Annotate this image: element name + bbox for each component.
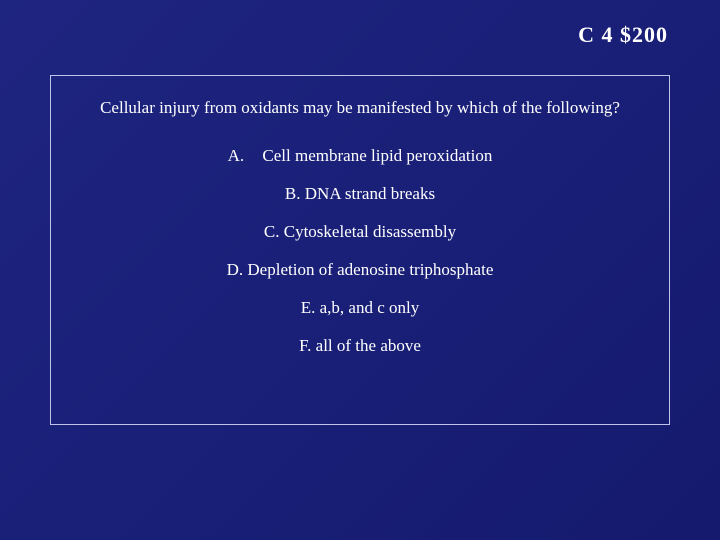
option-f[interactable]: F. all of the above xyxy=(69,336,651,356)
option-e-text: E. a,b, and c only xyxy=(301,298,420,317)
slide-header: C 4 $200 xyxy=(578,22,668,48)
question-text: Cellular injury from oxidants may be man… xyxy=(69,98,651,118)
option-a[interactable]: A. Cell membrane lipid peroxidation xyxy=(69,146,651,166)
option-f-text: F. all of the above xyxy=(299,336,421,355)
option-c-text: C. Cytoskeletal disassembly xyxy=(264,222,456,241)
question-panel: Cellular injury from oxidants may be man… xyxy=(50,75,670,425)
option-a-text: Cell membrane lipid peroxidation xyxy=(262,146,492,165)
option-d-text: D. Depletion of adenosine triphosphate xyxy=(227,260,494,279)
option-b-text: B. DNA strand breaks xyxy=(285,184,435,203)
option-b[interactable]: B. DNA strand breaks xyxy=(69,184,651,204)
option-d[interactable]: D. Depletion of adenosine triphosphate xyxy=(69,260,651,280)
option-c[interactable]: C. Cytoskeletal disassembly xyxy=(69,222,651,242)
option-a-letter: A. xyxy=(228,146,245,165)
option-e[interactable]: E. a,b, and c only xyxy=(69,298,651,318)
